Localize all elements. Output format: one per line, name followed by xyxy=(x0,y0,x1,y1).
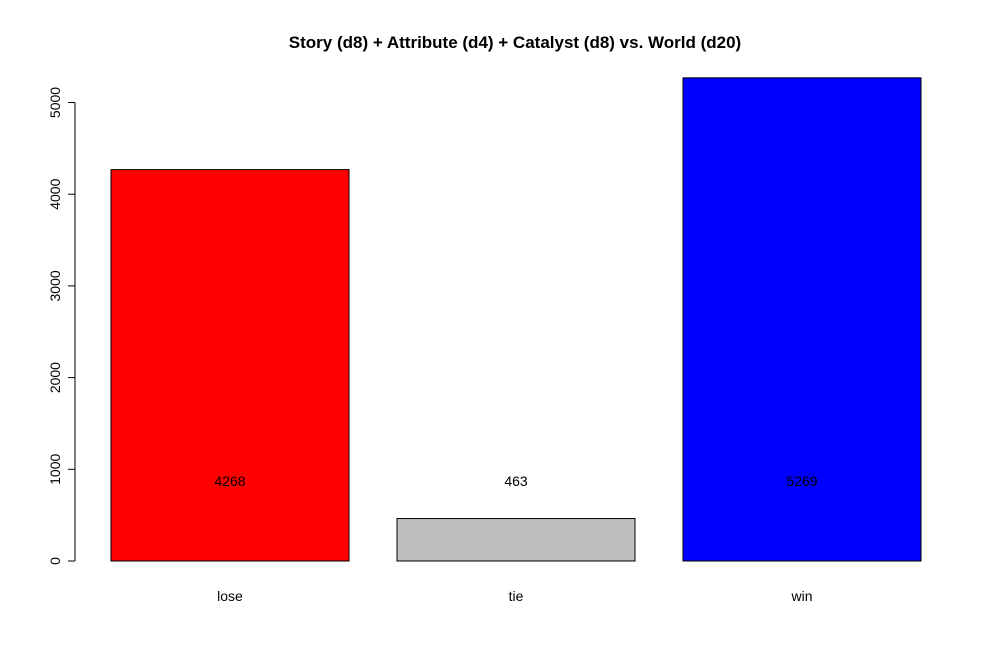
value-labels-group: 4268 463 5269 xyxy=(214,473,817,489)
y-tick-label: 1000 xyxy=(47,454,63,485)
category-label-tie: tie xyxy=(509,588,524,604)
bar-tie xyxy=(396,518,636,562)
y-tick-label: 2000 xyxy=(47,362,63,393)
category-label-win: win xyxy=(790,588,812,604)
value-label-tie: 463 xyxy=(504,473,528,489)
bars-group xyxy=(110,77,922,562)
value-label-win: 5269 xyxy=(786,473,817,489)
y-tick-label: 5000 xyxy=(47,87,63,118)
value-label-lose: 4268 xyxy=(214,473,245,489)
category-label-lose: lose xyxy=(217,588,243,604)
y-axis: 0 1000 2000 3000 4000 5000 xyxy=(47,87,76,565)
y-tick-label: 0 xyxy=(47,557,63,565)
bar-lose xyxy=(110,169,350,562)
chart-title: Story (d8) + Attribute (d4) + Catalyst (… xyxy=(289,33,741,52)
bar-win xyxy=(682,77,922,562)
category-labels-group: lose tie win xyxy=(217,588,812,604)
y-tick-label: 4000 xyxy=(47,178,63,209)
y-tick-label: 3000 xyxy=(47,270,63,301)
